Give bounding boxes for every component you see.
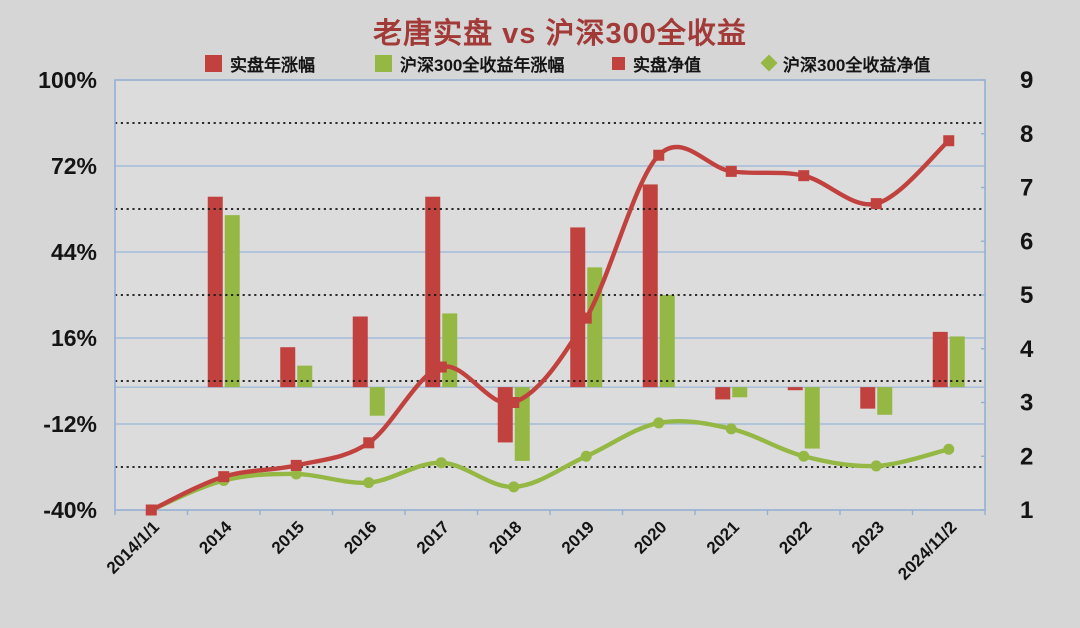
svg-text:-12%: -12%: [43, 411, 97, 437]
bar-series-0: [207, 184, 948, 443]
square-marker-icon: [943, 135, 955, 147]
bar: [570, 227, 586, 388]
svg-text:-40%: -40%: [43, 497, 97, 523]
svg-text:16%: 16%: [51, 325, 97, 351]
svg-text:2020: 2020: [630, 517, 670, 557]
svg-text:2014: 2014: [195, 517, 236, 558]
legend-item-portfolio-annual-return: 实盘年涨幅: [205, 50, 315, 76]
left-axis-labels: 100% 72% 44% 16% -12% -40%: [38, 67, 97, 523]
bar: [297, 365, 313, 388]
bar: [860, 387, 876, 409]
square-marker-icon: [435, 361, 447, 373]
axis-ticks: [114, 79, 986, 515]
svg-text:8: 8: [1020, 121, 1033, 148]
svg-text:4: 4: [1020, 336, 1034, 363]
square-marker-icon: [145, 504, 157, 516]
legend-item-csi300-annual-return: 沪深300全收益年涨幅: [375, 50, 564, 76]
legend-label: 实盘净值: [633, 55, 701, 75]
bar: [949, 336, 965, 388]
svg-text:2021: 2021: [703, 517, 743, 557]
circle-marker-icon: [290, 468, 302, 480]
legend-label: 沪深300全收益净值: [783, 55, 931, 75]
svg-text:7: 7: [1020, 175, 1033, 202]
bar: [442, 313, 458, 388]
bar: [804, 387, 820, 449]
svg-text:2022: 2022: [775, 517, 815, 557]
square-marker-icon: [218, 471, 230, 483]
svg-text:2016: 2016: [340, 517, 380, 557]
bar: [207, 196, 223, 388]
circle-marker-icon: [580, 450, 592, 462]
square-marker-icon: [725, 165, 737, 177]
bar: [224, 215, 240, 388]
bar: [877, 387, 893, 415]
bar: [732, 387, 748, 398]
legend-label: 实盘年涨幅: [230, 55, 315, 75]
circle-marker-icon: [653, 417, 665, 429]
svg-text:2017: 2017: [413, 517, 453, 557]
svg-text:2: 2: [1020, 443, 1033, 470]
circle-marker-icon: [435, 457, 447, 469]
svg-text:5: 5: [1020, 282, 1033, 309]
square-marker-icon: [363, 437, 375, 449]
legend-label: 沪深300全收益年涨幅: [400, 55, 565, 75]
circle-marker-icon: [363, 477, 375, 489]
circle-marker-icon: [725, 423, 737, 435]
svg-text:9: 9: [1020, 67, 1033, 94]
svg-text:44%: 44%: [51, 239, 97, 265]
svg-text:2014/1/1: 2014/1/1: [103, 517, 163, 577]
svg-text:100%: 100%: [38, 67, 97, 93]
circle-marker-icon: [870, 460, 882, 472]
bar: [715, 387, 731, 400]
svg-text:2019: 2019: [558, 517, 598, 557]
square-marker-icon: [508, 397, 520, 408]
svg-text:72%: 72%: [51, 153, 97, 179]
circle-marker-icon: [798, 450, 810, 462]
circle-marker-icon: [943, 443, 955, 455]
bar: [280, 347, 296, 388]
bar: [642, 184, 658, 388]
dotted-gridlines: [115, 122, 985, 468]
bar: [659, 295, 675, 388]
square-marker-icon: [870, 198, 882, 210]
legend-item-csi300-net-value: 沪深300全收益净值: [760, 50, 931, 76]
bar: [352, 316, 368, 388]
svg-text:2018: 2018: [485, 517, 525, 557]
svg-text:2015: 2015: [268, 517, 308, 557]
legend: 实盘年涨幅 沪深300全收益年涨幅 实盘净值 沪深300全收益净值: [0, 50, 1080, 76]
red-marker-swatch-icon: [612, 56, 625, 70]
circle-marker-icon: [508, 481, 520, 493]
legend-item-portfolio-net-value: 实盘净值: [612, 50, 701, 76]
red-square-swatch-icon: [205, 54, 222, 72]
svg-text:1: 1: [1020, 497, 1033, 524]
solid-gridlines: [115, 165, 985, 425]
chart-title: 老唐实盘 vs 沪深300全收益: [373, 18, 747, 50]
right-axis-labels: 9 8 7 6 5 4 3 2 1: [1020, 67, 1034, 524]
square-marker-icon: [653, 149, 665, 161]
svg-text:3: 3: [1020, 390, 1033, 417]
bar: [369, 387, 385, 416]
bar: [425, 196, 441, 388]
square-marker-icon: [798, 170, 810, 182]
svg-text:6: 6: [1020, 228, 1033, 255]
x-axis-labels: 2014/1/1 2014 2015 2016 2017 2018 2019 2020 2021…: [103, 517, 961, 584]
bar: [932, 331, 948, 388]
green-square-swatch-icon: [375, 54, 392, 72]
square-marker-icon: [290, 459, 302, 471]
line-series-square: [145, 135, 955, 516]
svg-text:2024/11/2: 2024/11/2: [894, 517, 960, 583]
bar: [497, 387, 513, 443]
bar: [787, 387, 803, 391]
svg-text:2023: 2023: [848, 517, 888, 557]
square-marker-icon: [580, 312, 592, 324]
